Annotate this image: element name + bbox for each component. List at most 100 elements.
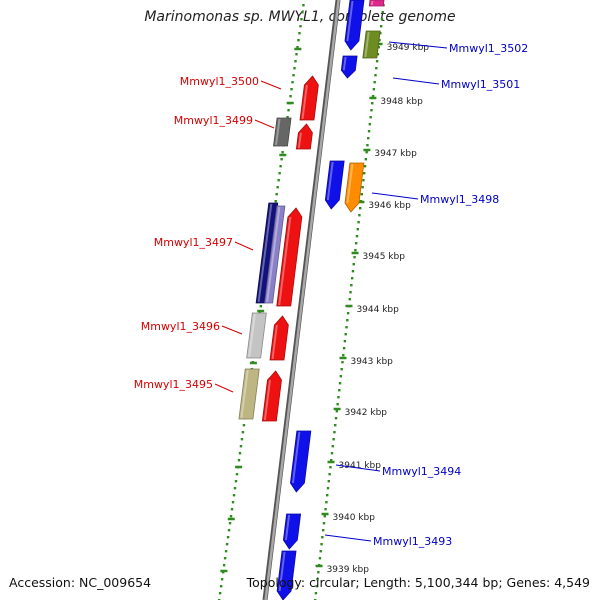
ring-dot: [287, 109, 290, 112]
ring-dot: [328, 473, 331, 476]
label-leader: [335, 464, 381, 472]
feature-highlight: [301, 84, 308, 120]
ring-dot: [358, 214, 361, 217]
ring-dot: [350, 284, 353, 287]
ring-dot: [349, 291, 352, 294]
ring-dot: [370, 109, 373, 112]
ring-dot: [231, 501, 235, 504]
ring-dot: [237, 459, 241, 462]
ring-dot: [332, 438, 335, 441]
feature-highlight: [346, 0, 354, 42]
feature-shape: [276, 550, 297, 600]
feature-highlight: [266, 206, 281, 303]
ring-dot: [342, 347, 346, 350]
ring-dot: [367, 137, 370, 140]
gene-feature: [238, 368, 260, 420]
feature-highlight: [342, 56, 347, 71]
ring-dot: [239, 445, 243, 448]
ring-dot: [234, 480, 238, 483]
ring-dot: [378, 39, 381, 42]
ring-dot: [218, 592, 222, 595]
ring-dot: [281, 151, 284, 154]
gene-feature: [344, 0, 365, 51]
ring-dot: [373, 81, 376, 84]
ring-dot: [339, 375, 343, 378]
ring-dot: [338, 382, 342, 385]
feature-shape: [238, 368, 260, 420]
feature-shape: [276, 207, 303, 307]
tick-label: 3947 kbp: [374, 149, 417, 159]
ring-dot: [294, 60, 297, 63]
ring-dot: [227, 529, 231, 532]
ring-dot: [276, 186, 279, 189]
ring-dot: [375, 67, 378, 70]
ring-dot: [341, 361, 344, 364]
feature-shape: [344, 0, 365, 51]
ring-dot: [296, 46, 299, 49]
ring-dot: [379, 25, 383, 28]
feature-shape: [299, 75, 319, 121]
feature-highlight: [370, 0, 374, 6]
ring-dot: [366, 144, 369, 147]
ring-dot: [229, 515, 233, 518]
feature-highlight: [263, 379, 271, 421]
ring-dot: [380, 18, 384, 21]
feature-shape: [261, 370, 282, 422]
feature-shape: [282, 513, 302, 550]
feature-shape: [362, 30, 381, 59]
feature-highlight: [346, 163, 354, 204]
ring-dot: [362, 179, 365, 182]
feature-highlight: [297, 132, 302, 149]
gene-label: Mmwyl1_3498: [420, 193, 499, 206]
ring-dot: [220, 578, 224, 581]
ring-dot: [334, 424, 337, 427]
ring-dot: [333, 431, 336, 434]
ring-dot: [318, 557, 322, 560]
tick-label: 3941 kbp: [339, 461, 382, 471]
gene-feature: [344, 162, 365, 213]
feature-shape: [295, 123, 313, 150]
gene-feature: [295, 123, 313, 150]
ring-dot: [342, 354, 345, 357]
ring-dot: [334, 417, 338, 420]
ring-dot: [232, 494, 236, 497]
ring-dot: [325, 494, 329, 497]
ring-dot: [233, 487, 237, 490]
ring-dot: [300, 18, 303, 21]
gene-label: Mmwyl1_3500: [180, 75, 259, 88]
genome-summary-text: Topology: circular; Length: 5,100,344 bp…: [246, 575, 590, 590]
ring-dot: [337, 396, 340, 399]
ring-dot: [330, 452, 334, 455]
feature-shape: [264, 205, 286, 304]
ring-dot: [286, 116, 289, 119]
ring-dot: [353, 256, 356, 259]
gene-feature: [246, 312, 267, 359]
feature-highlight: [278, 551, 286, 592]
label-leader: [254, 119, 275, 129]
ring-dot: [259, 305, 262, 308]
ring-dot: [372, 88, 376, 91]
ring-dot: [323, 515, 326, 518]
tick-label: 3939 kbp: [327, 565, 370, 575]
gene-label: Mmwyl1_3497: [154, 236, 233, 249]
feature-shape: [273, 117, 292, 147]
ring-dot: [326, 487, 330, 490]
ring-dot: [219, 585, 223, 588]
ring-dot: [295, 53, 298, 56]
label-leader: [324, 534, 372, 542]
ring-dot: [322, 522, 326, 525]
backbone-highlight: [264, 0, 340, 600]
ring-dot: [274, 200, 277, 203]
feature-shape: [269, 315, 289, 361]
ring-dot: [298, 32, 301, 35]
ring-dot: [228, 522, 232, 525]
gene-feature: [276, 207, 303, 307]
ring-dot: [371, 95, 375, 98]
gene-feature: [340, 55, 358, 79]
gene-label: Mmwyl1_3493: [373, 535, 452, 548]
label-leader: [214, 383, 234, 393]
ring-dot: [352, 263, 355, 266]
ring-dot: [350, 277, 354, 280]
